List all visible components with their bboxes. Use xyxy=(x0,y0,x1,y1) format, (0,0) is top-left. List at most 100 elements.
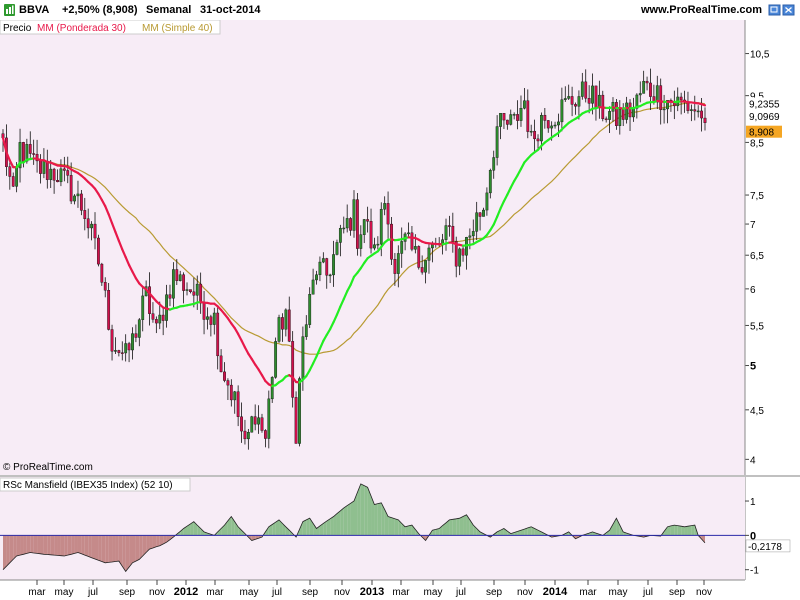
period-label: Semanal xyxy=(146,4,192,16)
candle xyxy=(120,341,124,361)
candle xyxy=(570,86,574,117)
svg-text:may: may xyxy=(240,587,259,598)
x-tick: nov xyxy=(517,580,533,598)
candle xyxy=(349,217,352,236)
svg-text:nov: nov xyxy=(149,587,165,598)
candle xyxy=(584,69,588,103)
svg-text:sep: sep xyxy=(669,587,686,598)
date-label: 31-oct-2014 xyxy=(200,4,261,16)
candle xyxy=(62,156,66,182)
rsc-area-segment xyxy=(333,513,337,536)
wma-segment xyxy=(308,362,315,372)
svg-text:5: 5 xyxy=(750,361,756,373)
rsc-area-segment xyxy=(677,525,682,536)
rsc-area-segment xyxy=(77,535,82,554)
svg-text:nov: nov xyxy=(334,587,350,598)
price-axis-bg xyxy=(745,20,800,475)
candle xyxy=(209,314,213,337)
candle xyxy=(420,255,424,275)
wma-segment xyxy=(117,239,124,251)
rsc-area-segment xyxy=(323,521,327,536)
site-link[interactable]: www.ProRealTime.com xyxy=(640,4,762,16)
rsc-title: RSc Mansfield (IBEX35 Index) (52 10) xyxy=(3,480,173,491)
candle xyxy=(338,224,342,257)
candle xyxy=(332,240,335,287)
candle xyxy=(52,167,56,194)
rsc-area-segment xyxy=(285,526,290,536)
candle xyxy=(243,419,247,445)
wma-segment xyxy=(502,193,509,203)
rsc-line xyxy=(2,483,706,573)
candle xyxy=(178,270,182,282)
svg-text:2014: 2014 xyxy=(543,586,568,598)
wma-segment xyxy=(335,305,342,316)
svg-text:7: 7 xyxy=(750,220,756,231)
rsc-area-segment xyxy=(60,535,65,556)
wma-segment xyxy=(496,207,502,218)
candle xyxy=(485,187,489,216)
window-controls[interactable] xyxy=(768,3,796,17)
candle xyxy=(335,239,339,256)
candle xyxy=(482,207,485,217)
wma-segment xyxy=(104,205,110,216)
sma-40-line xyxy=(2,101,706,355)
candle xyxy=(383,196,387,216)
candle xyxy=(274,337,278,379)
candle xyxy=(189,289,192,294)
candle xyxy=(679,92,683,115)
wma-segment xyxy=(315,347,322,358)
candle xyxy=(553,121,557,129)
candle xyxy=(529,124,533,137)
candle xyxy=(366,206,370,233)
close-icon xyxy=(782,4,795,16)
rsc-area-segment xyxy=(227,516,232,536)
candle xyxy=(226,378,230,400)
x-tick: sep xyxy=(486,580,502,598)
candle xyxy=(693,95,697,121)
rsc-area-segment xyxy=(84,535,89,557)
candle xyxy=(195,275,199,310)
rsc-area-segment xyxy=(541,531,545,536)
rsc-area-segment xyxy=(476,528,481,536)
candle xyxy=(107,282,111,331)
candle xyxy=(325,257,329,289)
candle xyxy=(666,100,669,124)
wma-segment xyxy=(110,222,117,234)
wma-segment xyxy=(107,213,114,225)
svg-text:9,5: 9,5 xyxy=(750,92,764,103)
svg-text:4,5: 4,5 xyxy=(750,406,764,417)
candle xyxy=(311,268,315,295)
candle xyxy=(315,270,318,285)
legend-wma: MM (Ponderada 30) xyxy=(37,23,126,34)
candle xyxy=(516,100,519,130)
candle xyxy=(696,105,700,118)
x-tick: may xyxy=(609,580,627,598)
svg-text:nov: nov xyxy=(517,587,533,598)
wma-segment xyxy=(509,179,516,189)
x-tick: mar xyxy=(392,580,410,598)
rsc-area-segment xyxy=(520,529,525,536)
wma-segment xyxy=(260,374,267,383)
rsc-area-segment xyxy=(272,522,276,536)
wma-segment xyxy=(318,339,325,350)
candle xyxy=(560,87,564,132)
x-tick: jul xyxy=(271,580,282,598)
chart-header: BBVA +2,50% (8,908) Semanal 31-oct-2014 … xyxy=(0,0,800,20)
candle xyxy=(127,341,131,363)
candle xyxy=(321,252,325,264)
rsc-area-segment xyxy=(405,525,409,536)
svg-text:mar: mar xyxy=(28,587,46,598)
candle xyxy=(362,218,366,244)
candle xyxy=(444,218,448,251)
rsc-area-segment xyxy=(302,519,307,536)
candle xyxy=(100,262,104,286)
rsc-area-segment xyxy=(480,531,484,536)
candle xyxy=(499,113,502,140)
rsc-area-segment xyxy=(251,535,256,541)
candle xyxy=(396,245,400,288)
candle xyxy=(66,156,70,184)
rsc-area-segment xyxy=(500,528,504,536)
price-tick: 4 xyxy=(745,455,756,466)
candle xyxy=(328,273,332,284)
rsc-area-segment xyxy=(684,526,688,536)
